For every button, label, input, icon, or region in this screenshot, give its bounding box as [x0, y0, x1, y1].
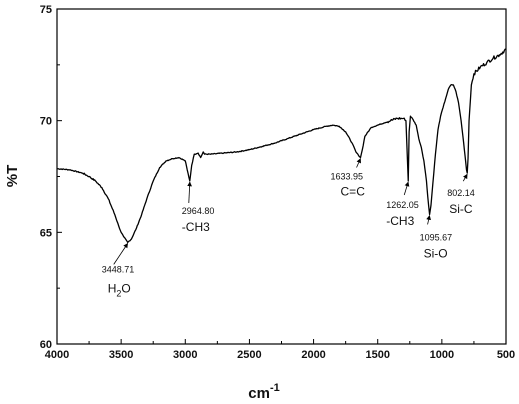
y-axis-label: %T: [4, 165, 21, 188]
peak-wavenumber-2964.80: 2964.80: [182, 206, 215, 216]
x-tick-label-4000: 4000: [45, 349, 69, 361]
peak-group-sub: 2: [116, 288, 121, 298]
y-tick-label-75: 75: [40, 4, 52, 16]
x-axis-label-text: cm: [248, 385, 270, 402]
peak-wavenumber-3448.71: 3448.71: [102, 264, 135, 274]
peak-wavenumber-1095.67: 1095.67: [420, 232, 453, 242]
peak-group-3448.71: H2O: [108, 281, 131, 298]
x-tick-label-1000: 1000: [430, 349, 454, 361]
peak-arrow-1095.67: [426, 214, 431, 225]
y-tick-label-70: 70: [40, 116, 52, 128]
peak-arrow-3448.71: [113, 242, 129, 265]
peak-group-tail: O: [121, 281, 130, 295]
axis-ticks: [56, 8, 507, 345]
x-tick-label-3500: 3500: [109, 349, 133, 361]
peak-group-2964.80: -CH3: [182, 220, 210, 234]
x-tick-label-2500: 2500: [237, 349, 261, 361]
peak-arrow-802.14: [462, 173, 468, 182]
x-tick-label-1500: 1500: [365, 349, 389, 361]
peak-group-1633.95: C=C: [341, 185, 366, 199]
peak-arrow-2964.80: [187, 181, 192, 203]
peak-group-1095.67: Si-O: [424, 246, 448, 260]
peak-wavenumber-1633.95: 1633.95: [331, 172, 364, 182]
spectrum-line: [56, 48, 507, 244]
peak-group-main: H: [108, 281, 117, 295]
tick-labels: 4000 3500 3000 2500 2000 1500 1000 500 60 65 70 75: [40, 4, 515, 361]
y-tick-label-60: 60: [40, 339, 52, 351]
peak-wavenumber-802.14: 802.14: [447, 188, 475, 198]
peak-annotations: 3448.71 H2O 2964.80 -CH3 1633.95 C=C 1262.05 -C…: [102, 158, 475, 298]
peak-group-802.14: Si-C: [449, 202, 473, 216]
peak-arrow-1262.05: [403, 181, 410, 196]
peak-group-1262.05: -CH3: [386, 214, 414, 228]
x-tick-label-3000: 3000: [173, 349, 197, 361]
y-axis-label-text: %T: [4, 165, 21, 188]
x-tick-label-500: 500: [497, 349, 515, 361]
y-tick-label-65: 65: [40, 227, 52, 239]
peak-arrow-1633.95: [356, 158, 361, 168]
x-axis-label: cm-1: [248, 382, 279, 402]
peak-wavenumber-1262.05: 1262.05: [386, 200, 419, 210]
x-axis-label-sup: -1: [270, 382, 280, 394]
x-tick-label-2000: 2000: [301, 349, 325, 361]
